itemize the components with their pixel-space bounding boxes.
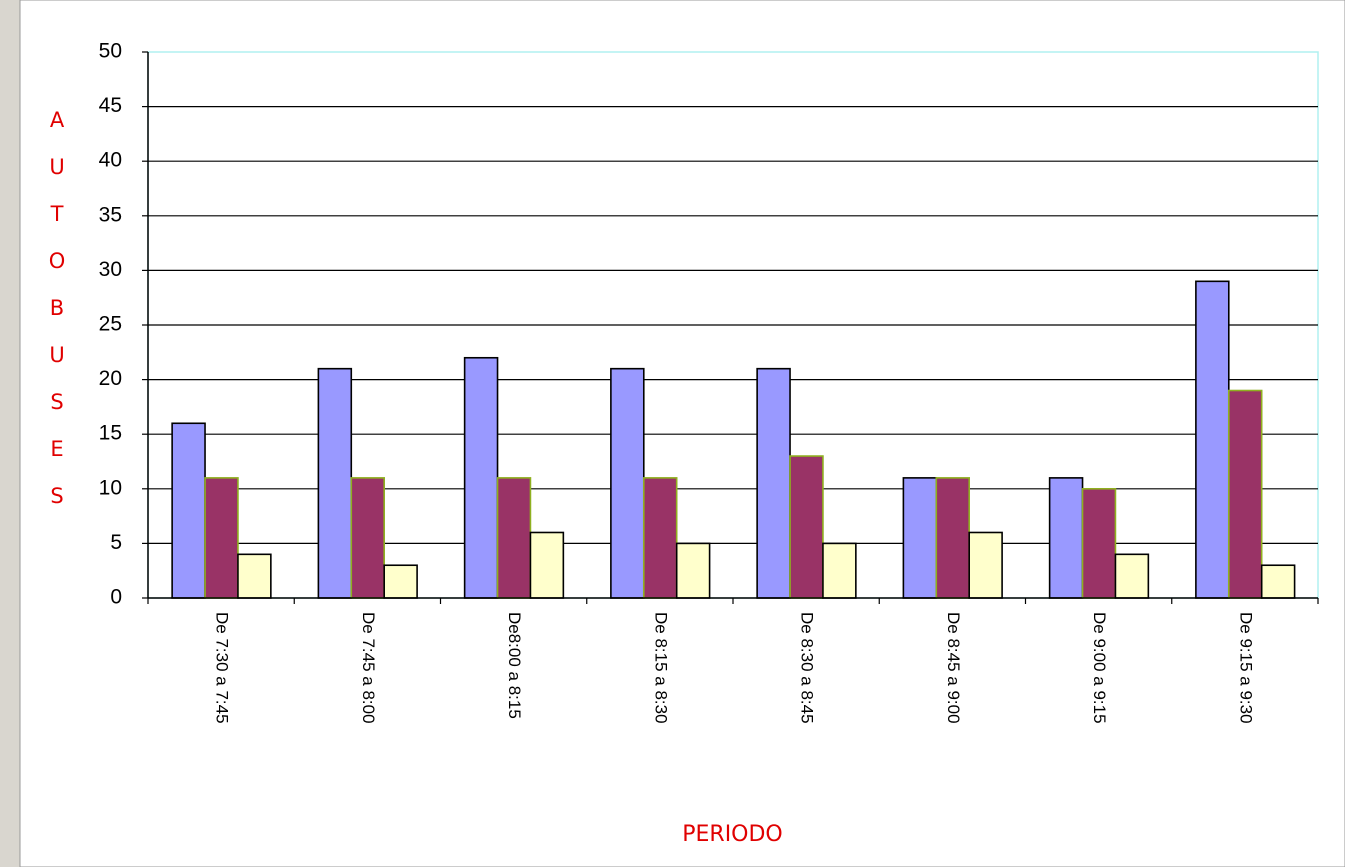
bar [463, 356, 499, 599]
bar [204, 477, 239, 599]
bar [610, 367, 645, 599]
bar [935, 477, 970, 599]
bar [642, 477, 678, 599]
bar [237, 553, 272, 599]
y-tick-label: 35 [99, 203, 122, 226]
bar [529, 531, 565, 599]
bar [1260, 564, 1296, 599]
x-tick-label: De 8:30 a 8:45 [798, 612, 817, 724]
chart-area [19, 0, 1345, 867]
y-axis-label: AUTOBUSES [45, 108, 69, 531]
bar [1195, 280, 1230, 599]
bar [756, 367, 791, 599]
x-tick-label: De 8:15 a 8:30 [651, 612, 670, 724]
background-strip [0, 0, 20, 867]
y-tick-label: 40 [99, 149, 122, 172]
bar [350, 477, 385, 599]
y-tick-label: 30 [99, 258, 122, 281]
y-tick-label: 25 [99, 313, 122, 336]
bar [383, 564, 418, 599]
y-tick-label: 20 [99, 367, 122, 390]
y-tick-label: 10 [99, 476, 122, 499]
bar [789, 455, 824, 599]
x-tick-label: De8:00 a 8:15 [505, 612, 524, 719]
bar [902, 477, 938, 599]
bar [822, 542, 857, 599]
y-tick-label: 15 [99, 422, 122, 445]
y-tick-label: 5 [110, 531, 122, 554]
x-tick-label: De 8:45 a 9:00 [944, 612, 963, 724]
bar [171, 422, 206, 599]
bar [496, 477, 532, 599]
y-tick-label: 50 [99, 40, 122, 63]
bar [1227, 389, 1263, 599]
y-tick-label: 0 [110, 586, 122, 609]
y-tick-label: 45 [99, 94, 122, 117]
bar [1048, 477, 1084, 599]
bar [1114, 553, 1150, 599]
bar [675, 542, 711, 599]
x-tick-label: De 7:45 a 8:00 [359, 612, 378, 724]
bar [317, 367, 353, 599]
x-axis-label: PERIODO [682, 822, 783, 847]
x-tick-label: De 9:00 a 9:15 [1090, 612, 1109, 724]
x-tick-label: De 9:15 a 9:30 [1236, 612, 1255, 724]
bar [1081, 487, 1117, 599]
bar [968, 531, 1003, 599]
x-tick-label: De 7:30 a 7:45 [213, 612, 232, 724]
